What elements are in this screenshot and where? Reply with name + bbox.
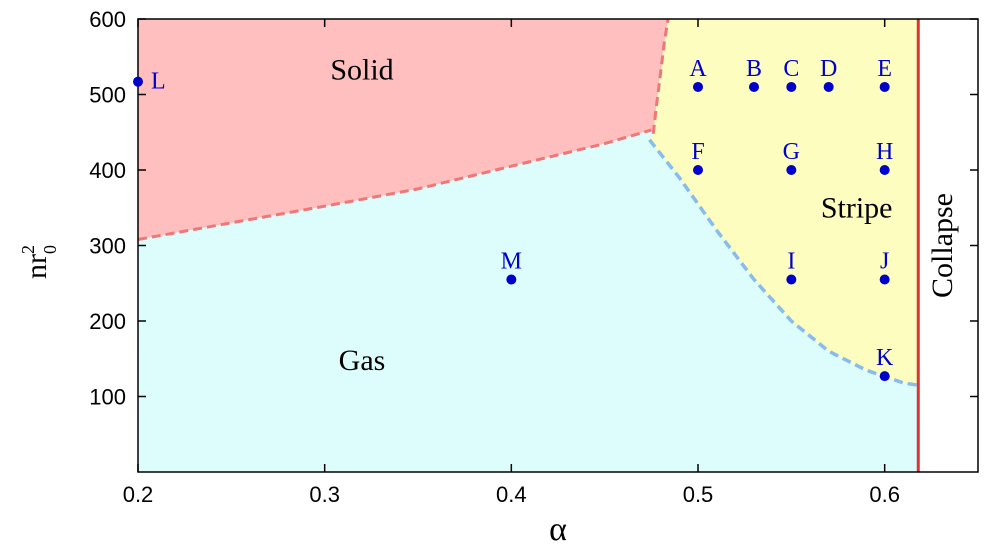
boundary-gas-stripe bbox=[648, 138, 919, 387]
region-solid bbox=[138, 19, 669, 240]
point-c bbox=[786, 81, 797, 92]
point-d bbox=[823, 81, 834, 92]
point-label-m: M bbox=[501, 248, 522, 274]
ticks-layer: 0.2 0.3 0.4 0.5 0.6 100 200 300 400 500 600 bbox=[89, 7, 978, 507]
x-tick-label: 0.5 bbox=[683, 482, 714, 507]
y-tick-label: 500 bbox=[89, 83, 126, 108]
y-axis-title-superscript: 2 bbox=[18, 245, 38, 254]
point-a bbox=[693, 81, 703, 92]
y-tick-label: 200 bbox=[89, 309, 126, 334]
point-j bbox=[879, 274, 890, 285]
region-stripe bbox=[649, 19, 919, 386]
point-label-j: J bbox=[880, 248, 889, 274]
point-e bbox=[879, 81, 890, 92]
region-labels-layer: Solid Gas Stripe Collapse bbox=[330, 53, 959, 377]
y-axis-title-main: nr bbox=[20, 254, 53, 279]
point-label-b: B bbox=[746, 56, 762, 82]
point-label-c: C bbox=[783, 56, 799, 82]
point-label-l: L bbox=[151, 69, 166, 95]
point-g bbox=[786, 165, 797, 175]
x-tick-label: 0.6 bbox=[869, 482, 900, 507]
point-m bbox=[506, 274, 517, 285]
region-label-stripe: Stripe bbox=[821, 192, 893, 225]
point-label-h: H bbox=[876, 139, 893, 165]
boundary-solid-stripe bbox=[651, 18, 670, 134]
region-label-gas: Gas bbox=[339, 344, 386, 377]
y-axis-title-subscript: 0 bbox=[40, 245, 60, 254]
x-axis-title: α bbox=[549, 511, 567, 548]
points-layer: A B C D E F G H I J K L M bbox=[133, 56, 894, 382]
y-tick-label: 400 bbox=[89, 158, 126, 183]
point-label-i: I bbox=[787, 248, 795, 274]
boundaries-layer bbox=[137, 18, 920, 472]
point-b bbox=[749, 81, 759, 92]
y-tick-label: 600 bbox=[89, 7, 126, 32]
point-label-d: D bbox=[820, 56, 837, 82]
point-label-g: G bbox=[783, 139, 800, 165]
x-tick-label: 0.2 bbox=[123, 482, 154, 507]
regions-layer bbox=[138, 19, 978, 472]
point-i bbox=[786, 274, 797, 285]
point-label-a: A bbox=[689, 56, 707, 82]
point-label-e: E bbox=[877, 56, 892, 82]
region-label-collapse: Collapse bbox=[926, 193, 959, 298]
region-collapse bbox=[918, 19, 978, 472]
point-k bbox=[879, 371, 890, 382]
point-label-f: F bbox=[691, 139, 704, 165]
point-label-k: K bbox=[876, 345, 894, 371]
y-tick-label: 300 bbox=[89, 234, 126, 259]
y-tick-label: 100 bbox=[89, 385, 126, 410]
x-tick-label: 0.4 bbox=[496, 482, 527, 507]
point-l bbox=[133, 76, 143, 87]
region-label-solid: Solid bbox=[330, 53, 393, 86]
boundary-solid-gas bbox=[137, 128, 652, 241]
point-h bbox=[879, 165, 890, 175]
y-axis-title: nr2 0 bbox=[18, 245, 60, 279]
point-f bbox=[693, 165, 703, 175]
x-tick-label: 0.3 bbox=[309, 482, 340, 507]
